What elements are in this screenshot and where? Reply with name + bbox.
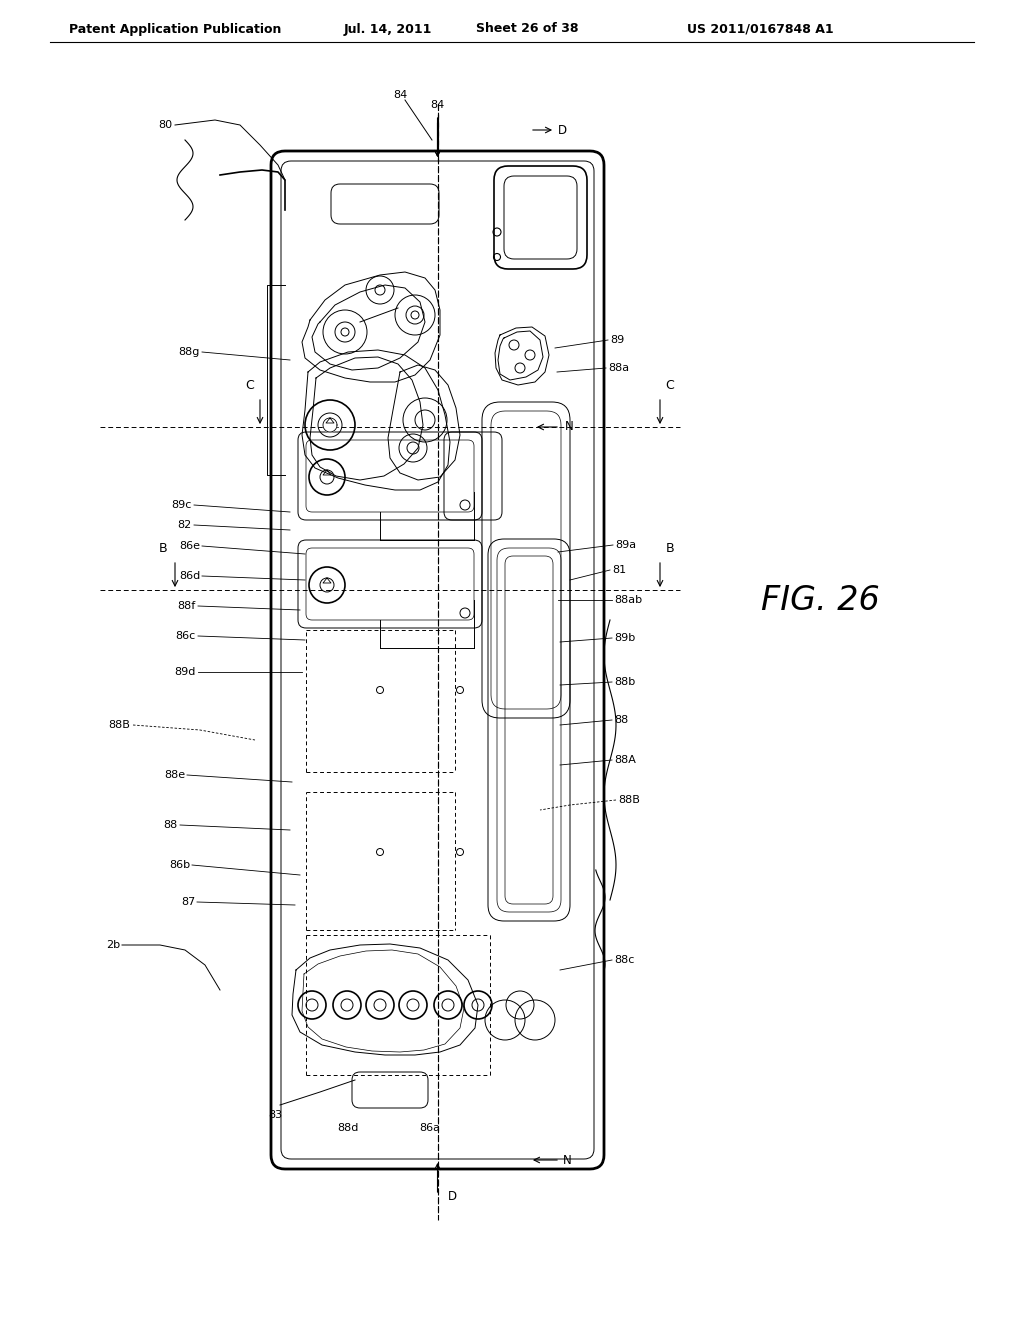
Text: 88ab: 88ab xyxy=(614,595,642,605)
Text: 86d: 86d xyxy=(179,572,200,581)
Text: Patent Application Publication: Patent Application Publication xyxy=(69,22,282,36)
Text: 84: 84 xyxy=(430,100,444,110)
Text: Sheet 26 of 38: Sheet 26 of 38 xyxy=(476,22,579,36)
Text: 89a: 89a xyxy=(615,540,636,550)
Text: 89d: 89d xyxy=(175,667,196,677)
Text: C: C xyxy=(246,379,254,392)
Text: 86c: 86c xyxy=(176,631,196,642)
Text: 82: 82 xyxy=(178,520,193,531)
Text: B: B xyxy=(159,543,167,554)
Text: N: N xyxy=(565,421,573,433)
Text: 86a: 86a xyxy=(420,1123,440,1133)
Text: C: C xyxy=(666,379,675,392)
Text: 89: 89 xyxy=(610,335,625,345)
Text: 89b: 89b xyxy=(614,634,635,643)
Polygon shape xyxy=(323,418,337,432)
Text: 88: 88 xyxy=(164,820,178,830)
Text: 88: 88 xyxy=(614,715,629,725)
Text: D: D xyxy=(558,124,567,136)
Text: 88g: 88g xyxy=(178,347,200,356)
Text: 88f: 88f xyxy=(178,601,196,611)
Text: N: N xyxy=(563,1154,571,1167)
Text: 83: 83 xyxy=(268,1110,282,1119)
Text: 88B: 88B xyxy=(618,795,640,805)
Text: 89c: 89c xyxy=(172,500,193,510)
Text: Jul. 14, 2011: Jul. 14, 2011 xyxy=(344,22,432,36)
Text: 80: 80 xyxy=(158,120,172,129)
Text: D: D xyxy=(447,1191,457,1204)
Text: 81: 81 xyxy=(612,565,626,576)
Text: 88B: 88B xyxy=(109,719,130,730)
Text: 88e: 88e xyxy=(164,770,185,780)
Text: 86b: 86b xyxy=(169,861,190,870)
Text: 88c: 88c xyxy=(614,954,635,965)
Text: 88b: 88b xyxy=(614,677,635,686)
Text: 84: 84 xyxy=(393,90,408,100)
Text: 88A: 88A xyxy=(614,755,636,766)
Text: 86e: 86e xyxy=(179,541,200,550)
Text: 2b: 2b xyxy=(105,940,120,950)
Text: US 2011/0167848 A1: US 2011/0167848 A1 xyxy=(687,22,834,36)
Text: FIG. 26: FIG. 26 xyxy=(761,583,880,616)
Text: 88d: 88d xyxy=(337,1123,358,1133)
Text: B: B xyxy=(666,543,675,554)
Text: 88a: 88a xyxy=(608,363,629,374)
Text: 87: 87 xyxy=(181,898,195,907)
